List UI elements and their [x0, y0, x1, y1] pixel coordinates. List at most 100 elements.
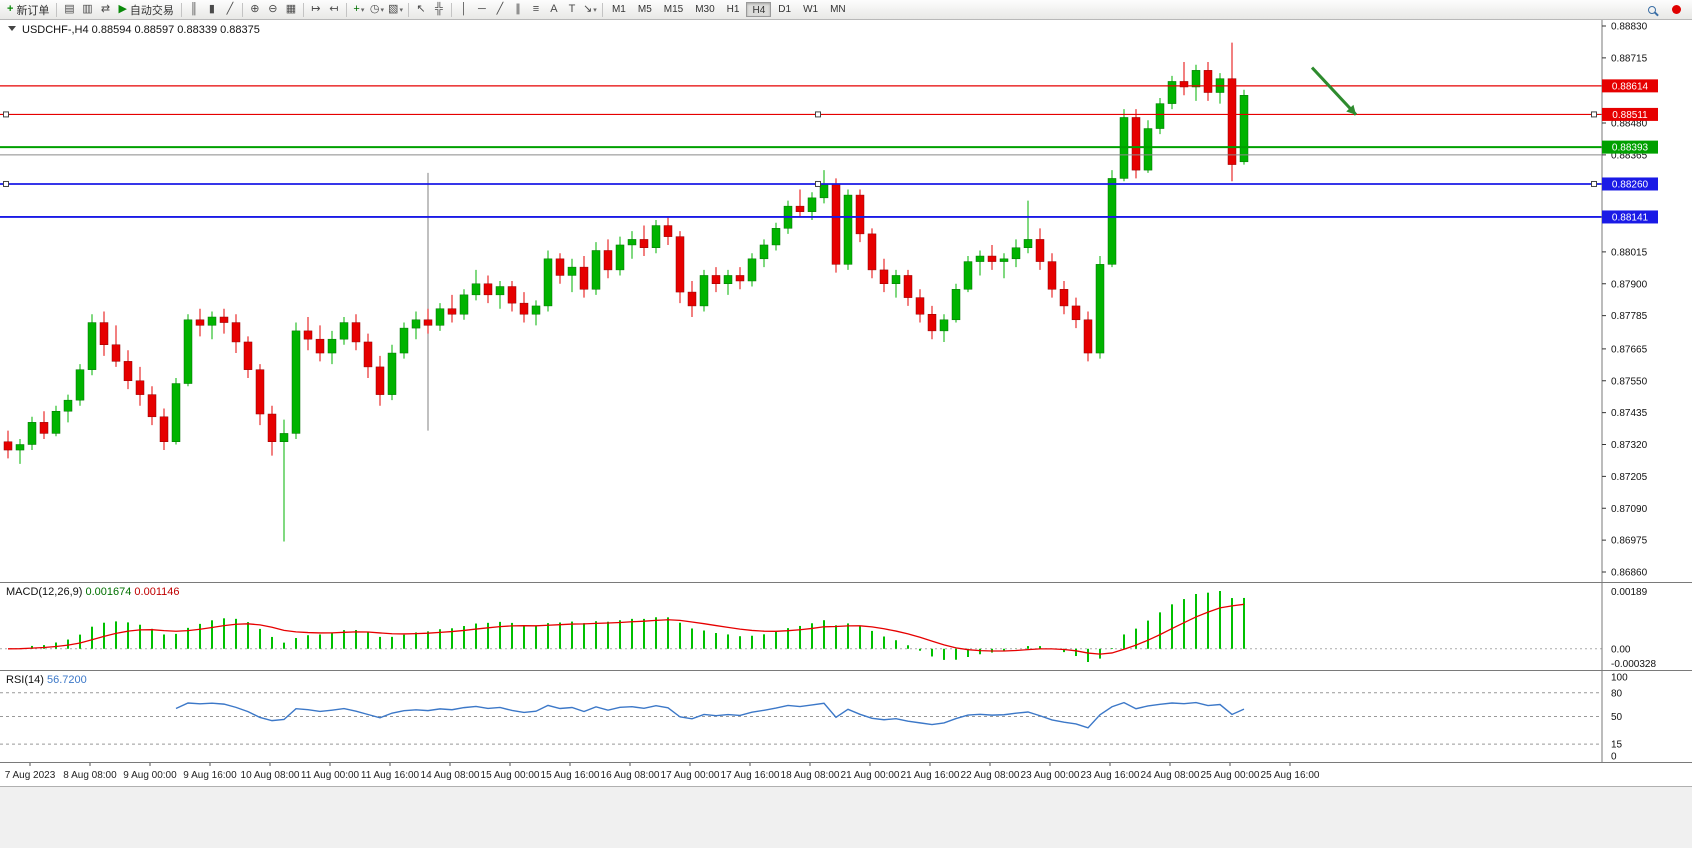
time-axis[interactable]: 7 Aug 2023 8 Aug 08:00 9 Aug 00:00 9 Aug 16… [0, 762, 1692, 786]
auto-trading-play-icon: ▶ [118, 3, 127, 15]
toolbar-separator [302, 2, 304, 17]
tile-windows-button[interactable]: ▦ [282, 1, 300, 18]
timeframe-m15-button[interactable]: M15 [663, 4, 684, 15]
price-scale-label: 0.87900 [1611, 279, 1648, 290]
timeframe-d1-button[interactable]: D1 [778, 4, 792, 15]
indicators-button[interactable]: + ▾ [350, 1, 368, 18]
main-chart-canvas[interactable]: 0.88830 0.88715 0.88480 0.88365 0.88015 0.879… [0, 20, 1692, 582]
zoom-out-button[interactable]: ⊖ [264, 1, 282, 18]
price-scale-label: 0.88365 [1611, 150, 1648, 161]
bar-chart-button[interactable]: ║ [185, 1, 203, 18]
templates-button[interactable]: ▧ ▾ [386, 1, 405, 18]
text-label-button[interactable]: T [563, 1, 581, 18]
timeframe-h4-button[interactable]: H4 [746, 2, 772, 17]
macd-indicator-panel: 0.00189 0.00 -0.000328 MACD(12,26,9) 0.0016… [0, 582, 1692, 670]
trendline-icon: ╱ [496, 3, 504, 15]
price-scale-label: 0.87320 [1611, 440, 1648, 451]
macd-scale-bottom: -0.000328 [1611, 659, 1656, 670]
timeframe-m30-button[interactable]: M30 [695, 4, 715, 15]
new-order-button[interactable]: + 新订单 [3, 1, 53, 18]
trendline-button[interactable]: ╱ [491, 1, 509, 18]
support-line-blue-1-handle[interactable] [3, 180, 9, 187]
channel-button[interactable]: ∥ [509, 1, 527, 18]
macd-scale-top: 0.00189 [1611, 587, 1648, 598]
charts-grid-button[interactable]: ▤ [60, 1, 78, 18]
horizontal-line-icon: ─ [478, 3, 486, 15]
time-axis-background [0, 763, 1692, 786]
search-button[interactable] [1643, 1, 1661, 18]
fibonacci-button[interactable]: ≡ [527, 1, 545, 18]
price-scale-label: 0.88830 [1611, 22, 1648, 33]
chart-collapse-icon[interactable] [8, 26, 16, 31]
price-scale-label: 0.87550 [1611, 376, 1648, 387]
price-scale-label: 0.88015 [1611, 247, 1648, 258]
support-line-blue-1-handle[interactable] [1591, 180, 1597, 187]
text-icon: A [550, 3, 558, 15]
cursor-button[interactable]: ↖ [412, 1, 430, 18]
price-tag-label: 0.88614 [1612, 81, 1649, 92]
text-button[interactable]: A [545, 1, 563, 18]
price-scale[interactable]: 0.88830 0.88715 0.88480 0.88365 0.88015 0.879… [1601, 20, 1658, 582]
timeframe-h1-button[interactable]: H1 [726, 4, 740, 15]
vertical-line-button[interactable]: │ [455, 1, 473, 18]
crosshair-button[interactable]: ╬ [430, 1, 448, 18]
timeframe-w1-button[interactable]: W1 [803, 4, 819, 15]
timeframe-m1-button[interactable]: M1 [611, 4, 626, 15]
zoom-in-button[interactable]: ⊕ [246, 1, 264, 18]
timeframe-mn-button[interactable]: MN [830, 4, 846, 15]
arrows-tool-button[interactable]: ↘ ▾ [581, 1, 599, 18]
dropdown-caret-icon: ▾ [380, 6, 385, 14]
candlesticks[interactable] [3, 42, 1249, 542]
price-scale-label: 0.88715 [1611, 53, 1648, 64]
price-tag-label: 0.88141 [1612, 212, 1649, 223]
time-axis-label: 14 Aug 08:00 [421, 770, 480, 781]
auto-trading-button[interactable]: ▶ 自动交易 [114, 1, 177, 18]
toolbar-separator [241, 2, 243, 17]
notification-badge-icon [1671, 5, 1681, 14]
resistance-line-2-handle[interactable] [3, 111, 9, 118]
trend-arrow-annotation[interactable] [1310, 66, 1358, 116]
toolbar-separator [345, 2, 347, 17]
trend-arrow-head [1346, 104, 1356, 115]
timeframe-m5-button[interactable]: M5 [637, 4, 652, 15]
resistance-line-2-handle[interactable] [815, 111, 821, 118]
periods-button[interactable]: ◷ ▾ [368, 1, 386, 18]
line-chart-button[interactable]: ╱ [221, 1, 239, 18]
periods-icon: ◷ [369, 3, 380, 15]
toolbar-separator [407, 2, 409, 17]
price-tag-0.88614 [1602, 79, 1658, 93]
profiles-icon: ▥ [82, 3, 93, 15]
time-axis-label: 21 Aug 00:00 [841, 770, 900, 781]
chart-shift-button[interactable]: ↤ [325, 1, 343, 18]
chart-background [0, 20, 1692, 582]
rsi-scale-label: 15 [1611, 740, 1623, 751]
support-line-blue-1-handle[interactable] [815, 180, 821, 187]
time-axis-label: 16 Aug 08:00 [601, 770, 660, 781]
rsi-chart-canvas[interactable]: 100 80 50 150 RSI(14) 56.7200 [0, 671, 1692, 762]
resistance-line-2-handle[interactable] [1591, 111, 1597, 118]
time-axis-label: 15 Aug 16:00 [541, 770, 600, 781]
time-axis-label: 17 Aug 16:00 [721, 770, 780, 781]
refresh-button[interactable]: ⇄ [96, 1, 114, 18]
notification-badge[interactable] [1667, 1, 1685, 18]
price-scale-label: 0.87435 [1611, 408, 1648, 419]
indicators-icon: + [353, 3, 360, 15]
fibonacci-icon: ≡ [532, 3, 540, 15]
price-scale-label: 0.88480 [1611, 119, 1648, 130]
price-scale-label: 0.86975 [1611, 536, 1648, 547]
time-axis-canvas[interactable]: 7 Aug 2023 8 Aug 08:00 9 Aug 00:00 9 Aug 16… [0, 763, 1692, 786]
price-tag-label: 0.88393 [1612, 143, 1649, 154]
candlestick-chart-button[interactable]: ▮ [203, 1, 221, 18]
horizontal-line-button[interactable]: ─ [473, 1, 491, 18]
macd-chart-canvas[interactable]: 0.00189 0.00 -0.000328 MACD(12,26,9) 0.0016… [0, 583, 1692, 670]
time-axis-label: 23 Aug 00:00 [1021, 770, 1080, 781]
dropdown-caret-icon: ▾ [399, 6, 403, 14]
refresh-icon: ⇄ [100, 3, 111, 15]
price-scale-label: 0.87205 [1611, 472, 1648, 483]
auto-trading-label: 自动交易 [129, 4, 174, 17]
price-tag-0.88260 [1602, 177, 1658, 191]
auto-scroll-button[interactable]: ↦ [307, 1, 325, 18]
arrows-tool-icon: ↘ [583, 3, 593, 15]
profiles-button[interactable]: ▥ [78, 1, 96, 18]
